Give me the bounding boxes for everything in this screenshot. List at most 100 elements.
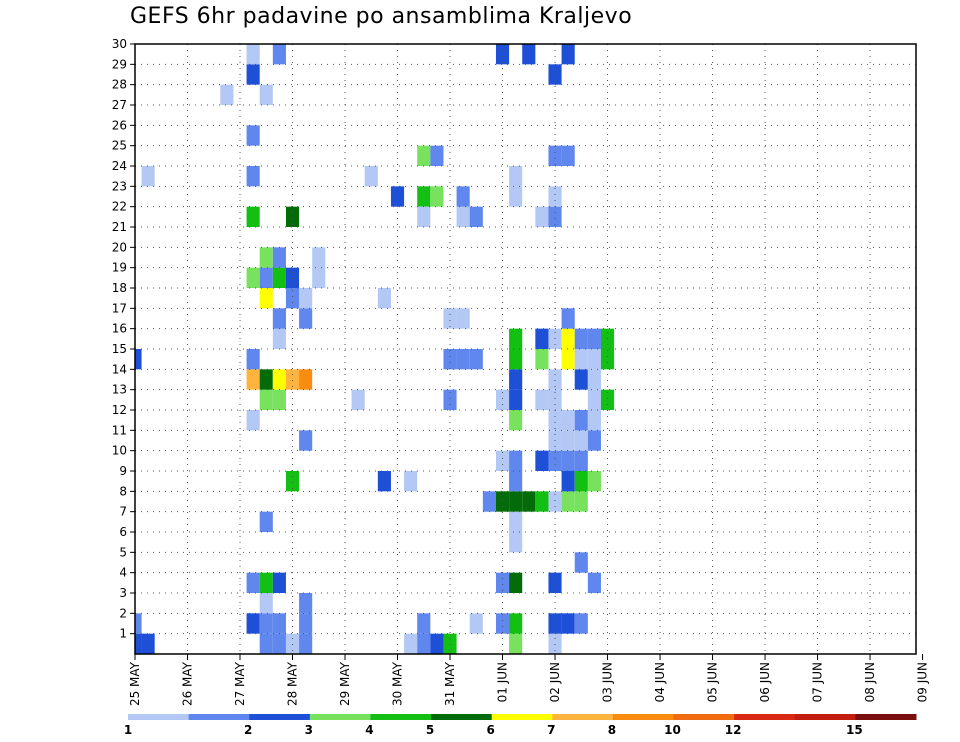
heat-cell [351,389,365,410]
heat-cell [456,308,470,329]
y-tick-label: 5 [119,545,127,559]
y-tick-label: 25 [112,139,127,153]
heat-cell [509,369,523,390]
y-tick-label: 30 [112,37,127,51]
x-tick-label: 25 MAY [128,661,142,706]
colorbar-swatch [794,714,856,720]
heat-cell [246,613,260,634]
heat-cell [272,389,286,410]
heat-cell [548,410,562,431]
heat-cell [246,410,260,431]
heat-cell [561,145,575,166]
heat-cell [246,166,260,187]
heat-cell [312,247,326,268]
x-tick-label: 30 MAY [391,661,405,706]
colorbar-label: 15 [846,723,863,737]
heat-cell [417,145,431,166]
x-tick-label: 31 MAY [443,661,457,706]
heat-cell [535,491,549,512]
colorbar-swatch [491,714,553,720]
heat-cell [548,572,562,593]
colorbar-label: 10 [664,723,681,737]
heat-cell [285,633,300,654]
heat-cell [259,593,273,614]
y-tick-label: 14 [112,362,127,376]
heat-cell [509,511,523,532]
heat-cell [299,430,313,451]
heat-cell [561,613,575,634]
heat-cell [574,450,588,471]
heat-cell [561,491,575,512]
colorbar-swatch [128,714,190,720]
heat-cell [141,166,155,187]
heat-cell [509,613,523,634]
chart-title: GEFS 6hr padavine po ansamblima Kraljevo [130,4,633,29]
heat-cell [135,349,142,370]
heat-cell [443,308,457,329]
heat-cell [469,613,483,634]
y-tick-label: 8 [119,484,127,498]
heat-cell [535,328,549,349]
heat-cell [272,572,286,593]
y-tick-label: 17 [112,301,127,315]
y-tick-label: 19 [112,261,127,275]
colorbar-label: 7 [547,723,555,737]
heat-cell [561,308,575,329]
heat-cell [587,349,601,370]
heat-cell [377,471,391,492]
heat-cell [417,613,431,634]
colorbar-label: 2 [244,723,252,737]
x-tick-label: 03 JUN [601,662,615,702]
heat-cell [495,450,510,471]
x-tick-label: 08 JUN [863,662,877,702]
heat-cell [509,471,523,492]
heat-cell [509,572,523,593]
x-tick-label: 06 JUN [758,662,772,702]
heat-cell [587,471,601,492]
heat-cell [285,369,300,390]
heat-cell [259,288,273,309]
y-tick-label: 27 [112,98,127,112]
heat-cell [443,633,457,654]
y-tick-label: 11 [112,423,127,437]
colorbar-label: 5 [426,723,434,737]
heat-cell [417,186,431,207]
heat-cell [600,389,615,410]
heat-cell [522,44,536,65]
heat-cell [456,186,470,207]
heat-cell [272,44,286,65]
colorbar-label: 4 [365,723,373,737]
heat-cell [495,44,510,65]
heat-cell [561,349,575,370]
heat-cell [312,267,326,288]
heat-cell [404,471,418,492]
heat-cell [548,186,562,207]
colorbar-swatch [552,714,614,720]
heat-cell [535,349,549,370]
heat-cell [141,633,155,654]
heat-cell [259,247,273,268]
colorbar-swatch [431,714,493,720]
heat-cell [135,613,142,634]
heat-cell [456,349,470,370]
heat-cell [600,349,615,370]
heat-cell [509,532,523,553]
heat-cell [404,633,418,654]
heat-cell [548,613,562,634]
heat-cell [299,613,313,634]
heat-cell [587,430,601,451]
heat-cell [574,430,588,451]
heat-cell [246,349,260,370]
y-tick-label: 12 [112,403,127,417]
x-tick-label: 26 MAY [181,661,195,706]
y-tick-label: 3 [119,586,127,600]
heat-cell [574,369,588,390]
heat-cell [574,328,588,349]
heat-cell [587,410,601,431]
heat-cell [495,613,510,634]
heat-cell [548,206,562,227]
heat-cell [522,491,536,512]
y-tick-label: 6 [119,525,127,539]
cells-layer [135,44,615,654]
